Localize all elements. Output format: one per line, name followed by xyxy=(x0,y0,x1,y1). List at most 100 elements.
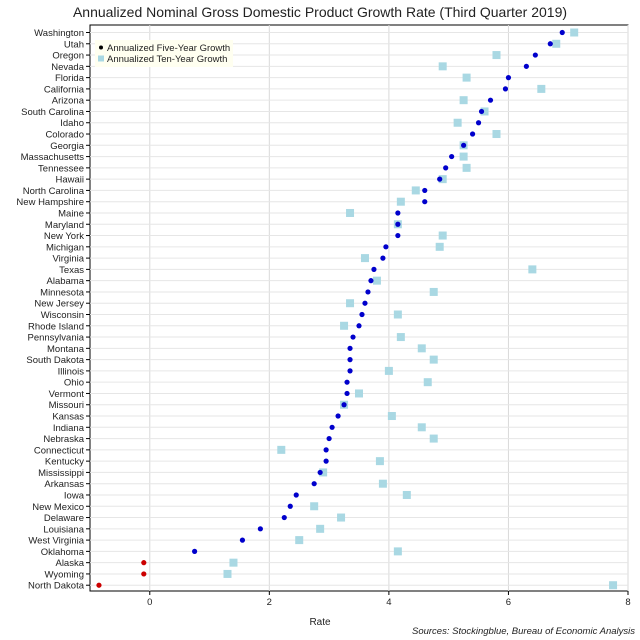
five-year-point xyxy=(383,244,389,250)
ten-year-point xyxy=(375,457,384,466)
state-label: North Dakota xyxy=(28,581,85,592)
five-year-point xyxy=(362,300,368,306)
state-label: Montana xyxy=(47,344,85,355)
state-label: Alaska xyxy=(55,558,84,569)
five-year-point xyxy=(356,323,362,329)
ten-year-point xyxy=(492,130,501,139)
x-tick-label: 2 xyxy=(267,597,272,608)
ten-year-point xyxy=(411,186,420,195)
ten-year-point xyxy=(462,163,471,172)
ten-year-series xyxy=(223,28,618,590)
five-year-point xyxy=(335,413,341,419)
five-year-point xyxy=(329,424,335,430)
five-year-point xyxy=(192,548,198,554)
state-label: Georgia xyxy=(50,141,85,152)
ten-year-point xyxy=(528,265,537,274)
state-label: Connecticut xyxy=(34,445,85,456)
plot-area xyxy=(89,24,629,592)
five-year-point xyxy=(437,176,443,182)
ten-year-point xyxy=(355,389,363,398)
ten-year-point xyxy=(459,152,468,161)
five-year-point xyxy=(371,266,377,272)
state-label: Arkansas xyxy=(44,479,84,490)
ten-year-point xyxy=(229,558,238,567)
five-year-series xyxy=(96,29,565,588)
five-year-point xyxy=(365,289,371,295)
state-label: Oklahoma xyxy=(41,547,85,558)
state-label: Maryland xyxy=(45,220,84,231)
state-label: New Hampshire xyxy=(16,197,84,208)
state-label: Kentucky xyxy=(45,457,84,468)
state-label: Indiana xyxy=(53,423,85,434)
state-label: Idaho xyxy=(60,118,84,129)
ten-year-point xyxy=(492,51,501,60)
state-label: Nebraska xyxy=(43,434,84,445)
five-year-point xyxy=(502,86,509,92)
state-label: Mississippi xyxy=(38,468,84,479)
state-label: New York xyxy=(44,231,84,242)
x-axis: 0 2 4 6 8 xyxy=(147,591,631,608)
ten-year-point xyxy=(609,581,618,590)
five-year-point xyxy=(323,447,329,453)
state-label: North Carolina xyxy=(23,186,85,197)
state-label: New Jersey xyxy=(34,299,84,310)
legend-five-year-marker xyxy=(99,45,103,50)
ten-year-point xyxy=(402,490,411,499)
state-label: West Virginia xyxy=(28,536,84,547)
five-year-point xyxy=(239,537,246,543)
ten-year-point xyxy=(480,107,489,116)
five-year-point xyxy=(532,52,538,58)
state-label: Minnesota xyxy=(40,287,85,298)
five-year-point xyxy=(475,120,482,126)
state-label: Illinois xyxy=(58,366,85,377)
legend-ten-year-marker xyxy=(98,55,104,62)
five-year-point xyxy=(317,469,323,476)
state-label: Ohio xyxy=(64,378,84,389)
ten-year-point xyxy=(396,197,405,206)
five-year-point xyxy=(350,334,356,340)
legend-box xyxy=(95,40,233,67)
state-label: Alabama xyxy=(47,276,85,287)
state-label: Texas xyxy=(59,265,84,276)
state-label: California xyxy=(44,84,85,95)
ten-year-point xyxy=(346,208,355,217)
five-year-point xyxy=(359,311,365,318)
state-label: Pennsylvania xyxy=(27,333,84,344)
state-label: Iowa xyxy=(64,490,85,501)
x-tick-label: 0 xyxy=(147,597,152,608)
ten-year-point xyxy=(372,276,381,285)
five-year-point xyxy=(505,75,512,81)
state-label: Wisconsin xyxy=(41,310,84,321)
five-year-point xyxy=(422,199,428,205)
state-label: Florida xyxy=(55,73,85,84)
ten-year-point xyxy=(295,536,304,545)
state-label: Utah xyxy=(64,39,84,50)
five-year-point xyxy=(347,357,353,363)
ten-year-point xyxy=(429,434,438,443)
five-year-point xyxy=(347,368,353,374)
ten-year-point xyxy=(337,513,346,522)
x-tick-label: 4 xyxy=(386,597,391,608)
five-year-point xyxy=(368,278,374,284)
ten-year-point xyxy=(417,423,426,432)
five-year-point xyxy=(449,153,455,160)
ten-year-point xyxy=(438,231,447,240)
five-year-point xyxy=(323,458,329,464)
ten-year-point xyxy=(387,412,396,421)
five-year-point xyxy=(344,379,350,385)
five-year-point xyxy=(523,63,529,69)
state-label: Virginia xyxy=(52,254,84,265)
ten-year-point xyxy=(429,287,438,296)
five-year-point xyxy=(281,514,287,521)
five-year-point xyxy=(422,187,428,194)
state-label: Arizona xyxy=(52,96,85,107)
state-label: Rhode Island xyxy=(28,321,84,332)
ten-year-point xyxy=(384,366,393,375)
five-year-point xyxy=(443,165,449,171)
ten-year-point xyxy=(378,479,387,488)
state-label: Missouri xyxy=(49,400,84,411)
ten-year-point xyxy=(340,321,349,330)
five-year-point xyxy=(326,435,332,442)
x-tick-label: 8 xyxy=(625,597,630,608)
